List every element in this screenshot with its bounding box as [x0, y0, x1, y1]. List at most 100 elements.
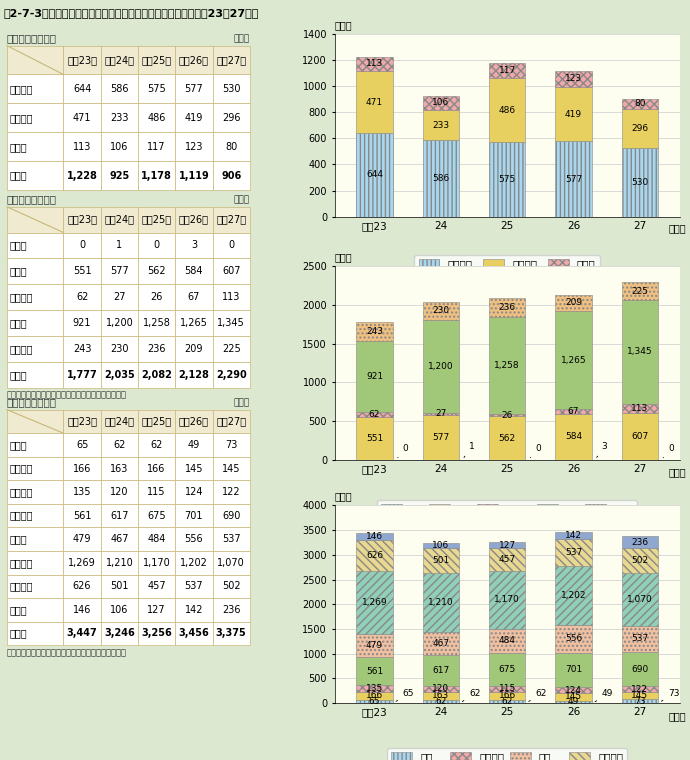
Text: 医師搬送: 医師搬送	[10, 581, 33, 591]
Bar	[555, 693, 592, 701]
Bar	[356, 657, 393, 685]
Bar	[356, 540, 393, 571]
Text: 自然災害: 自然災害	[10, 292, 33, 302]
Text: 2,128: 2,128	[179, 369, 209, 380]
Text: 135: 135	[73, 487, 91, 497]
Text: 471: 471	[73, 112, 91, 123]
Legend: 建物火災, 林野火災, その他: 建物火災, 林野火災, その他	[415, 255, 600, 273]
Text: 484: 484	[148, 534, 166, 544]
Text: 225: 225	[221, 344, 241, 354]
Text: 296: 296	[631, 124, 649, 133]
Text: 49: 49	[568, 697, 579, 706]
Text: 急　病: 急 病	[10, 534, 28, 544]
Bar	[555, 565, 592, 625]
Text: 0: 0	[398, 444, 408, 458]
Text: 584: 584	[565, 432, 582, 442]
Text: 49: 49	[595, 689, 613, 701]
Text: 607: 607	[222, 266, 240, 277]
Text: 65: 65	[76, 440, 88, 450]
Text: 701: 701	[185, 511, 203, 521]
Text: 62: 62	[113, 440, 126, 450]
Text: 1,269: 1,269	[68, 558, 96, 568]
Text: 457: 457	[499, 556, 515, 564]
Text: 1,119: 1,119	[179, 170, 209, 181]
Text: 73: 73	[225, 440, 237, 450]
Bar	[422, 700, 459, 703]
Text: 労働災害: 労働災害	[10, 487, 33, 497]
Text: 平成24年: 平成24年	[104, 214, 135, 225]
Text: 1: 1	[464, 442, 475, 458]
Text: 113: 113	[631, 404, 649, 413]
Text: （件）: （件）	[234, 398, 250, 407]
Text: 1,170: 1,170	[494, 595, 520, 604]
Text: 3,375: 3,375	[216, 629, 246, 638]
Text: 80: 80	[634, 100, 646, 108]
Text: 471: 471	[366, 97, 383, 106]
Text: 166: 166	[366, 691, 383, 700]
Bar	[622, 699, 658, 703]
Text: 479: 479	[73, 534, 91, 544]
Bar	[622, 686, 658, 692]
Text: 479: 479	[366, 641, 383, 650]
Text: 62: 62	[150, 440, 163, 450]
Text: 62: 62	[435, 697, 446, 706]
Bar	[356, 685, 393, 692]
Text: （年）: （年）	[668, 711, 686, 720]
Text: 平成25年: 平成25年	[141, 55, 172, 65]
Text: 124: 124	[185, 487, 203, 497]
Bar	[622, 282, 658, 299]
Text: 120: 120	[432, 685, 449, 693]
Text: 467: 467	[110, 534, 128, 544]
Text: 27: 27	[113, 292, 126, 302]
Text: 675: 675	[148, 511, 166, 521]
Text: （件）: （件）	[335, 492, 353, 502]
Text: 1,202: 1,202	[180, 558, 208, 568]
Text: 山　岳: 山 岳	[10, 318, 28, 328]
Text: 561: 561	[366, 667, 383, 676]
Bar	[555, 141, 592, 217]
Bar	[489, 571, 525, 629]
Text: 27: 27	[435, 410, 446, 419]
Bar	[555, 653, 592, 687]
Text: （件）: （件）	[335, 21, 353, 30]
Text: （件）: （件）	[234, 34, 250, 43]
Text: 1,178: 1,178	[141, 170, 172, 181]
Text: 577: 577	[565, 175, 582, 183]
Bar	[489, 653, 525, 686]
Text: 1,170: 1,170	[143, 558, 170, 568]
Text: 921: 921	[366, 372, 383, 381]
Text: 586: 586	[432, 174, 449, 183]
Text: 123: 123	[565, 74, 582, 84]
Text: 73: 73	[662, 689, 680, 701]
Text: 1,258: 1,258	[143, 318, 170, 328]
Text: 交通事故: 交通事故	[10, 464, 33, 473]
Text: 1,200: 1,200	[106, 318, 133, 328]
Text: 626: 626	[366, 551, 383, 560]
Text: 3,246: 3,246	[104, 629, 135, 638]
Bar	[555, 414, 592, 460]
Bar	[422, 141, 459, 217]
Bar	[422, 320, 459, 413]
Bar	[422, 110, 459, 141]
Text: 675: 675	[498, 665, 515, 674]
Bar	[422, 302, 459, 320]
Text: 火　災: 火 災	[10, 240, 28, 251]
Text: 551: 551	[366, 434, 383, 443]
Text: 122: 122	[631, 685, 649, 694]
Text: 1,228: 1,228	[67, 170, 97, 181]
Text: 243: 243	[366, 327, 383, 336]
Bar	[622, 413, 658, 460]
Bar	[422, 692, 459, 700]
Bar	[489, 549, 525, 571]
Bar	[555, 532, 592, 540]
Text: 607: 607	[631, 432, 649, 441]
Text: 163: 163	[110, 464, 128, 473]
Bar	[555, 71, 592, 87]
Text: 230: 230	[110, 344, 128, 354]
Text: 1,202: 1,202	[561, 591, 586, 600]
Text: 林野火災: 林野火災	[10, 112, 33, 123]
Text: 577: 577	[110, 266, 129, 277]
Text: 644: 644	[73, 84, 91, 94]
Text: 第2-7-3図　消防防災ヘリコプターの災害出動件数の内訳（平成23～27年）: 第2-7-3図 消防防災ヘリコプターの災害出動件数の内訳（平成23～27年）	[3, 8, 259, 17]
Bar	[622, 147, 658, 217]
